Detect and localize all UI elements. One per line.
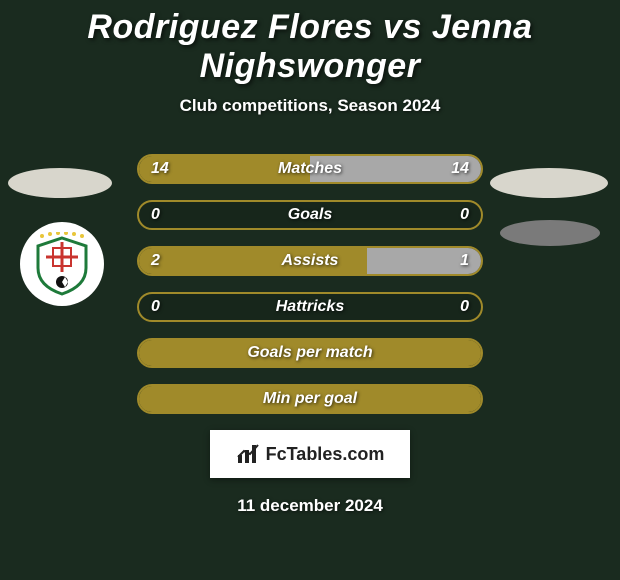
stat-bars: 1414Matches 00Goals 21Assists 00Hattricks Go…: [137, 154, 483, 414]
comparison-title: Rodriguez Flores vs Jenna Nighswonger: [0, 0, 620, 86]
placeholder-ellipse-top-right: [490, 168, 608, 198]
stat-label: Matches: [139, 156, 481, 182]
stat-row: 00Goals: [137, 200, 483, 230]
brand-text: FcTables.com: [266, 444, 385, 465]
date-text: 11 december 2024: [0, 496, 620, 516]
player-left-name: Rodriguez Flores: [87, 8, 373, 46]
stat-row: Goals per match: [137, 338, 483, 368]
brand-badge[interactable]: FcTables.com: [210, 430, 410, 478]
subtitle: Club competitions, Season 2024: [0, 96, 620, 116]
stat-row: Min per goal: [137, 384, 483, 414]
stat-label: Goals per match: [139, 340, 481, 366]
stat-row: 1414Matches: [137, 154, 483, 184]
club-badge-left: [20, 222, 104, 306]
placeholder-ellipse-bottom-right: [500, 220, 600, 246]
stat-label: Min per goal: [139, 386, 481, 412]
stat-label: Goals: [139, 202, 481, 228]
stat-label: Hattricks: [139, 294, 481, 320]
comparison-body: 1414Matches 00Goals 21Assists 00Hattricks Go…: [0, 154, 620, 516]
club-crest-icon: [32, 232, 92, 296]
brand-chart-icon: [236, 443, 260, 465]
stat-row: 21Assists: [137, 246, 483, 276]
vs-text: vs: [383, 8, 422, 46]
stat-label: Assists: [139, 248, 481, 274]
stat-row: 00Hattricks: [137, 292, 483, 322]
placeholder-ellipse-top-left: [8, 168, 112, 198]
